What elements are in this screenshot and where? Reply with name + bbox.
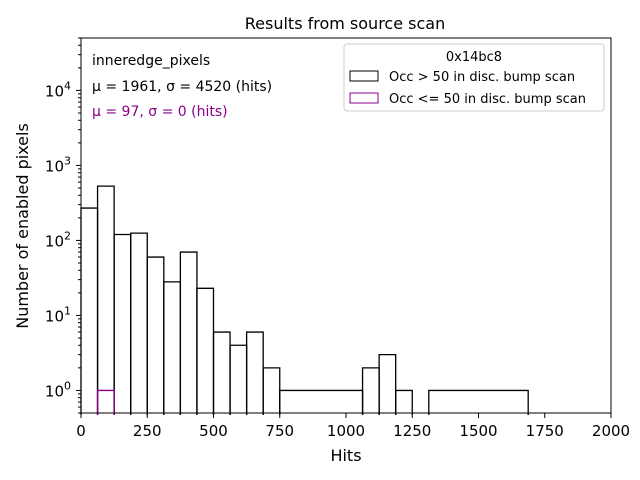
x-tick-label-8: 2000 — [592, 422, 630, 440]
bar-series0-bin0 — [80, 207, 99, 415]
bar-series0-bin3 — [130, 232, 148, 415]
legend-swatch-occ-low — [349, 92, 379, 104]
y-tick-label-2: 102 — [45, 229, 71, 250]
y-tick-label-3: 103 — [45, 154, 71, 175]
x-tick-label-5: 1250 — [393, 422, 431, 440]
y-tick-label-1: 101 — [45, 304, 71, 325]
bar-series0-bin7 — [196, 287, 215, 415]
y-tick-label-4: 104 — [45, 79, 71, 100]
annotation-title: inneredge_pixels — [92, 53, 210, 69]
bar-series0-bin15 — [395, 389, 413, 415]
x-axis-label: Hits — [330, 446, 361, 465]
legend-title: 0x14bc8 — [446, 50, 502, 65]
x-tick-label-4: 1000 — [327, 422, 365, 440]
y-tick-label-0: 100 — [45, 379, 71, 400]
annotation-stats-main: μ = 1961, σ = 4520 (hits) — [92, 79, 272, 95]
legend-frame — [343, 43, 605, 112]
x-tick-label-6: 1500 — [459, 422, 497, 440]
x-tick-label-1: 250 — [133, 422, 162, 440]
legend: 0x14bc8 Occ > 50 in disc. bump scan Occ … — [343, 43, 605, 112]
bar-series0-bin5 — [163, 281, 182, 415]
bar-series1-bin0 — [96, 389, 115, 415]
x-tick-label-0: 0 — [76, 422, 86, 440]
chart-title: Results from source scan — [245, 14, 445, 33]
x-tick-label-7: 1750 — [526, 422, 564, 440]
annotation-stats-low: μ = 97, σ = 0 (hits) — [92, 104, 228, 120]
bar-series0-bin8 — [212, 331, 231, 415]
bar-series0-bin11 — [262, 367, 281, 415]
x-axis: 0 250 500 750 1000 1250 1500 1750 2000 — [76, 413, 630, 440]
y-axis: 100 101 102 103 104 — [45, 37, 81, 414]
bar-series0-bin4 — [146, 256, 165, 415]
bar-series0-bin9 — [229, 344, 248, 415]
x-tick-label-3: 750 — [265, 422, 294, 440]
bar-series0-bin16 — [428, 389, 529, 415]
x-tick-label-2: 500 — [199, 422, 228, 440]
y-axis-label: Number of enabled pixels — [13, 123, 32, 329]
annotation-block: inneredge_pixels μ = 1961, σ = 4520 (hit… — [92, 53, 272, 120]
legend-label-occ-high: Occ > 50 in disc. bump scan — [389, 70, 575, 85]
bar-series0-bin2 — [113, 233, 132, 415]
bar-series0-bin13 — [361, 367, 380, 415]
legend-swatch-occ-high — [349, 70, 379, 82]
bar-series0-bin10 — [245, 331, 264, 415]
bar-series0-bin1 — [96, 185, 115, 415]
plot-area — [80, 185, 529, 415]
legend-label-occ-low: Occ <= 50 in disc. bump scan — [389, 92, 586, 107]
bar-series0-bin12 — [279, 389, 364, 415]
bar-series0-bin6 — [179, 251, 198, 415]
bar-series0-bin14 — [378, 353, 397, 415]
